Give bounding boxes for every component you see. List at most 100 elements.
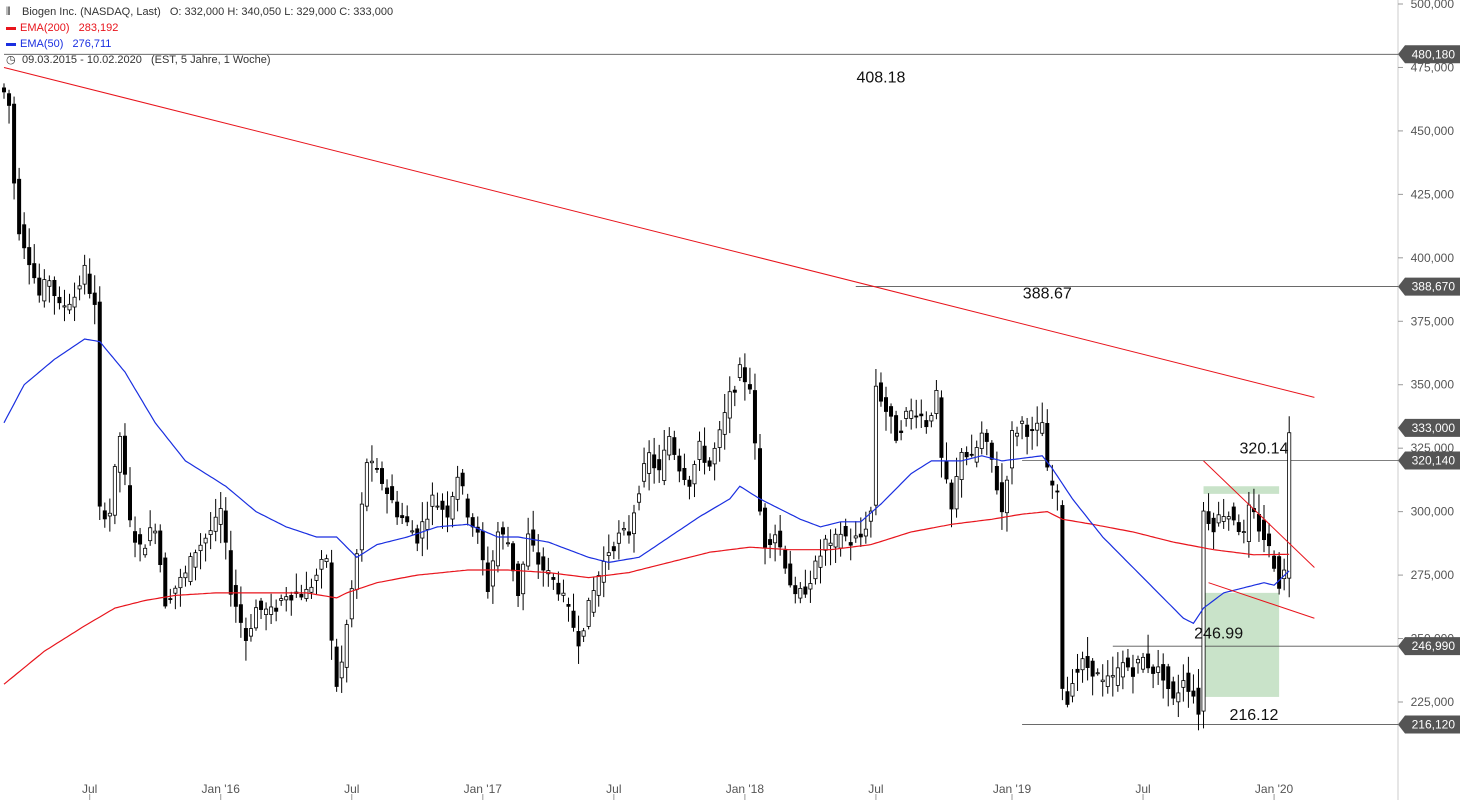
candle-body (374, 468, 379, 470)
level-label-1: 388.67 (1023, 285, 1072, 302)
candle-body (939, 397, 944, 458)
candle-body (1110, 675, 1115, 678)
candle-body (722, 412, 727, 435)
candle-body (1221, 516, 1226, 522)
candle-body (1201, 510, 1206, 712)
clock-icon: ◷ (6, 54, 16, 66)
candle-body (601, 561, 606, 583)
candle-body (349, 588, 354, 620)
candle-body (17, 178, 22, 235)
candle-body (863, 528, 868, 537)
candle-body (662, 449, 667, 481)
candle-body (420, 521, 425, 539)
candle-body (314, 574, 319, 581)
candle-body (999, 482, 1004, 513)
candle-body (385, 487, 390, 494)
y-tick-label-8: 425,000 (1411, 187, 1455, 201)
candle-body (571, 610, 576, 628)
candle-body (42, 279, 47, 302)
price-tag-bg-2 (1398, 418, 1460, 437)
ohlc-values: O: 332,000 H: 340,050 L: 329,000 C: 333,… (169, 6, 394, 18)
candle-body (248, 628, 253, 637)
candle-body (304, 588, 309, 599)
x-tick-label-6: Jul (868, 782, 883, 796)
candle-body (102, 510, 107, 520)
candle-body (1231, 506, 1236, 521)
candle-body (490, 560, 495, 587)
candle-body (556, 582, 561, 595)
candle-body (521, 563, 526, 595)
candle-body (763, 507, 768, 548)
candle-body (707, 460, 712, 467)
candle-body (1060, 505, 1065, 689)
ema50-swatch (6, 42, 16, 46)
candle-body (536, 552, 541, 565)
candle-body (632, 512, 637, 535)
candle-body (934, 390, 939, 414)
legend-ema200[interactable]: EMA(200) 283,192 (6, 21, 118, 35)
candle-body (405, 516, 410, 523)
candle-body (1246, 504, 1251, 542)
candle-body (697, 440, 702, 460)
candle-body (400, 515, 405, 519)
candle-body (117, 435, 122, 473)
x-tick-label-0: Jul (82, 782, 97, 796)
candle-body (778, 530, 783, 548)
candle-body (2, 87, 7, 93)
x-tick-label-5: Jan '18 (726, 782, 765, 796)
candle-body (672, 437, 677, 455)
candle-body (87, 273, 92, 294)
candle-body (430, 494, 435, 507)
candle-body (259, 600, 264, 610)
legend-ema50[interactable]: EMA(50) 276,711 (6, 37, 111, 51)
candle-body (616, 532, 621, 544)
candle-body (339, 661, 344, 679)
candle-body (652, 454, 657, 469)
y-tick-label-5: 350,000 (1411, 378, 1455, 392)
candle-body (410, 530, 415, 533)
y-tick-label-11: 500,000 (1411, 0, 1455, 11)
x-tick-label-7: Jan '19 (993, 782, 1032, 796)
candle-body (178, 576, 183, 589)
price-tag-4: 246,990 (1412, 639, 1456, 653)
candle-body (576, 631, 581, 647)
candle-body (1226, 516, 1231, 520)
candle-body (642, 463, 647, 482)
level-label-0: 408.18 (856, 70, 905, 87)
candle-body (1035, 422, 1040, 431)
ema200-label: EMA(200) (20, 22, 70, 34)
candle-body (395, 501, 400, 518)
candle-body (148, 527, 153, 542)
candle-body (737, 364, 742, 378)
candle-body (1211, 517, 1216, 533)
candle-body (72, 296, 77, 308)
candle-body (1171, 681, 1176, 699)
candle-body (279, 598, 284, 601)
candle-body (188, 556, 193, 582)
candle-body (1075, 668, 1080, 673)
candle-body (803, 586, 808, 595)
candle-body (1176, 692, 1181, 703)
candle-body (435, 505, 440, 508)
candle-body (289, 595, 294, 601)
candle-body (1055, 490, 1060, 493)
price-tag-bg-3 (1398, 451, 1460, 470)
candle-body (894, 415, 899, 441)
ema200-value: 283,192 (78, 22, 119, 34)
candle-body (309, 586, 314, 593)
candle-body (127, 485, 132, 521)
level-label-4: 216.12 (1229, 707, 1278, 724)
candle-body (1141, 656, 1146, 670)
candle-body (1241, 531, 1246, 534)
instrument-name: Biogen Inc. (NASDAQ, Last) (22, 6, 161, 18)
candle-body (319, 558, 324, 570)
price-tag-5: 216,120 (1412, 718, 1456, 732)
candle-body (77, 285, 82, 290)
candle-body (445, 505, 450, 518)
candle-body (868, 510, 873, 522)
candle-body (1100, 679, 1105, 683)
candle-body (1004, 479, 1009, 514)
x-tick-label-1: Jan '16 (202, 782, 241, 796)
candle-body (808, 583, 813, 590)
